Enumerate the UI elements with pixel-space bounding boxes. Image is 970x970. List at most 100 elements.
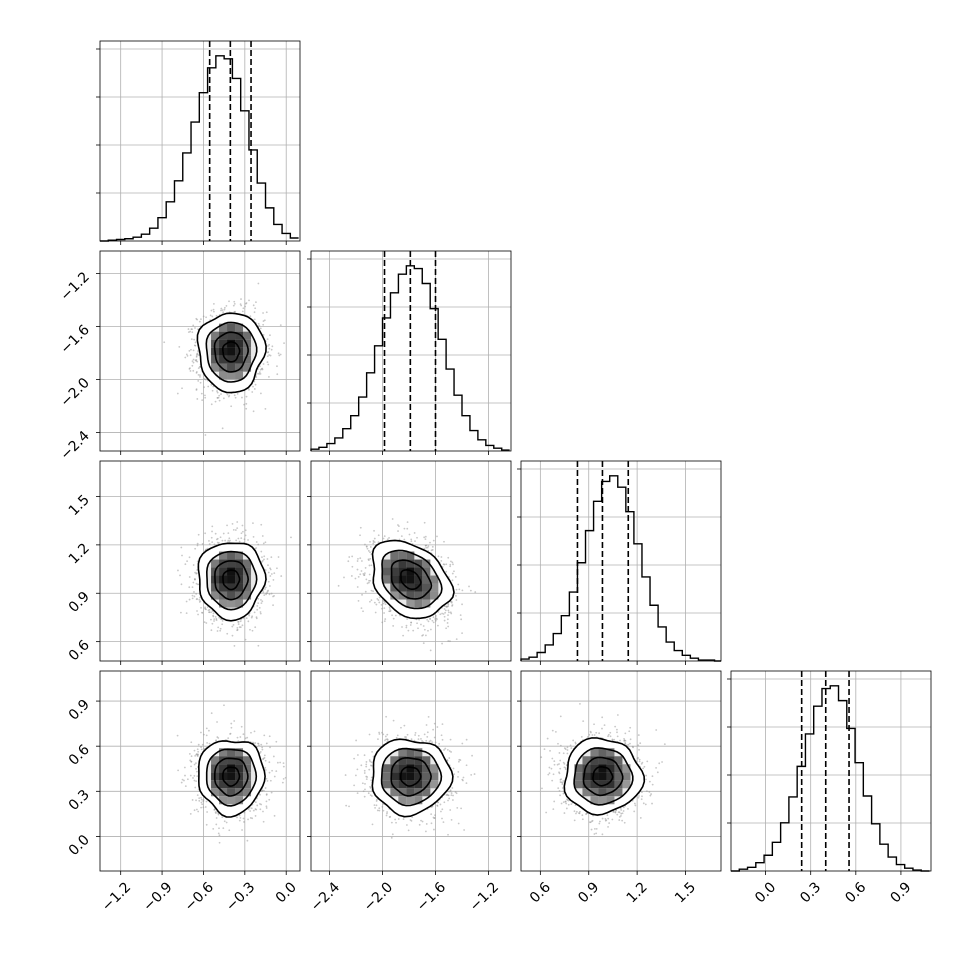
- sample-point: [386, 738, 389, 741]
- density-cell: [406, 575, 415, 584]
- sample-point: [598, 732, 601, 735]
- sample-point: [566, 752, 569, 755]
- sample-point: [359, 534, 361, 537]
- density-cell: [243, 772, 252, 781]
- sample-point: [553, 763, 556, 766]
- sample-point: [451, 561, 454, 564]
- density-cell: [598, 780, 607, 789]
- density-cell: [398, 772, 407, 781]
- sample-point: [601, 716, 604, 719]
- sample-point: [224, 539, 227, 542]
- sample-point: [254, 815, 257, 817]
- sample-point: [193, 779, 196, 782]
- panel-spine: [99, 460, 301, 662]
- sample-point: [267, 363, 270, 366]
- sample-point: [397, 818, 400, 820]
- sample-point: [258, 365, 261, 368]
- sample-point: [257, 644, 260, 647]
- sample-point: [422, 642, 425, 645]
- sample-point: [261, 600, 264, 603]
- density-cell: [235, 583, 244, 592]
- sample-point: [241, 396, 243, 399]
- sample-point: [573, 810, 576, 813]
- density-cell: [390, 575, 399, 584]
- sample-point: [221, 427, 224, 430]
- sample-point: [453, 570, 455, 573]
- sample-point: [417, 738, 420, 741]
- sample-point: [220, 309, 222, 312]
- sample-point: [228, 394, 231, 397]
- sample-point: [215, 817, 218, 819]
- sample-point: [455, 638, 458, 641]
- sample-point: [443, 608, 446, 610]
- sample-point: [351, 565, 354, 568]
- sample-point: [553, 800, 556, 803]
- sample-point: [441, 723, 444, 726]
- sample-point: [574, 742, 577, 745]
- sample-point: [178, 345, 181, 348]
- sample-point: [449, 565, 452, 568]
- sample-point: [564, 800, 567, 803]
- contour-line: [197, 542, 267, 622]
- contour-line: [390, 756, 432, 797]
- sample-point: [220, 307, 223, 310]
- sample-point: [417, 734, 420, 737]
- density-cell: [219, 583, 228, 592]
- sample-point: [588, 733, 591, 736]
- sample-point: [458, 588, 461, 591]
- sample-point: [431, 619, 434, 622]
- contour-line: [221, 341, 241, 363]
- sample-point: [416, 536, 418, 539]
- density-cell: [606, 796, 615, 805]
- sample-point: [260, 550, 263, 553]
- sample-point: [272, 604, 274, 607]
- sample-point: [208, 729, 210, 732]
- sample-point: [651, 783, 654, 786]
- sample-point: [424, 538, 427, 541]
- sample-point: [348, 805, 350, 808]
- density-cell: [243, 764, 252, 773]
- sample-point: [260, 602, 263, 605]
- sample-point: [569, 744, 572, 747]
- sample-point: [219, 629, 222, 632]
- sample-point: [412, 629, 415, 632]
- sample-point: [228, 829, 231, 832]
- sample-point: [270, 556, 273, 559]
- sample-point: [380, 603, 383, 606]
- sample-point: [370, 599, 373, 601]
- sample-point: [463, 829, 466, 831]
- sample-point: [276, 365, 278, 368]
- sample-point: [425, 724, 428, 726]
- sample-point: [263, 754, 266, 757]
- sample-point: [189, 370, 192, 372]
- sample-point: [558, 772, 561, 775]
- sample-point: [266, 558, 269, 560]
- x-tick-label: 0.0: [752, 879, 779, 906]
- sample-point: [639, 742, 642, 745]
- sample-point: [377, 541, 380, 544]
- sample-point: [262, 320, 265, 322]
- sample-point: [623, 740, 626, 742]
- sample-point: [259, 611, 262, 613]
- sample-point: [414, 734, 417, 736]
- sample-point: [262, 363, 265, 365]
- sample-point: [183, 766, 186, 769]
- density-cell: [582, 756, 591, 765]
- sample-point: [264, 766, 267, 769]
- sample-point: [451, 579, 454, 582]
- sample-point: [585, 813, 587, 816]
- density-cell: [590, 772, 599, 781]
- sample-point: [257, 742, 260, 745]
- sample-point: [424, 535, 427, 538]
- sample-point: [423, 536, 426, 539]
- contour-line: [214, 560, 250, 601]
- sample-point: [273, 775, 276, 778]
- sample-point: [362, 790, 365, 793]
- sample-point: [356, 792, 359, 795]
- sample-point: [196, 360, 199, 363]
- sample-point: [369, 760, 372, 763]
- density-cell: [219, 355, 228, 364]
- sample-point: [443, 540, 445, 543]
- sample-point: [372, 590, 374, 593]
- sample-point: [391, 518, 394, 520]
